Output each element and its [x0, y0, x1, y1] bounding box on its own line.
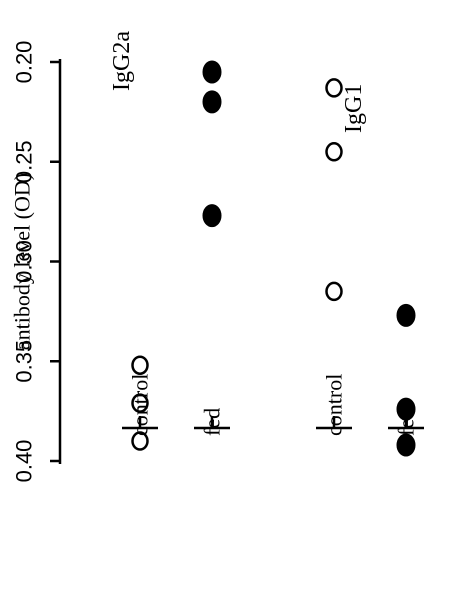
y-tick-label: 0.35	[12, 340, 37, 383]
category-label: control	[128, 374, 153, 436]
y-tick-label: 0.40	[12, 440, 37, 483]
filled-point	[202, 204, 222, 228]
filled-point	[202, 90, 222, 114]
y-tick-label: 0.25	[12, 140, 37, 183]
panel-title: IgG1	[341, 84, 367, 133]
panel-titles: IgG2a IgG1	[109, 31, 367, 133]
open-point	[131, 431, 149, 451]
chart-figure: 0.40 0.35 0.30 0.25 0.20 antibody level (OD)…	[10, 31, 424, 483]
category-axes: control fed control fed	[122, 374, 424, 436]
y-tick-labels: 0.40 0.35 0.30 0.25 0.20	[12, 41, 37, 483]
filled-point	[396, 397, 416, 421]
category-label: fed	[200, 408, 225, 436]
data-points	[131, 60, 416, 457]
filled-point	[396, 303, 416, 327]
filled-point	[396, 433, 416, 457]
open-point	[131, 393, 149, 413]
filled-point	[202, 60, 222, 84]
open-point	[325, 142, 343, 162]
open-point	[325, 78, 343, 98]
panel-title: IgG2a	[109, 31, 135, 91]
y-axis-label: antibody level (OD)	[10, 173, 35, 350]
open-point	[131, 355, 149, 375]
y-tick-label: 0.20	[12, 41, 37, 84]
y-tick-label: 0.30	[12, 240, 37, 283]
category-label: control	[322, 374, 347, 436]
open-point	[325, 281, 343, 302]
y-axis	[50, 59, 62, 464]
